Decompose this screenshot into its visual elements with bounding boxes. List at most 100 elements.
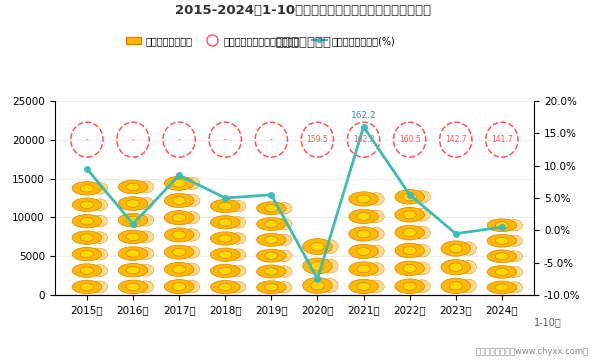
Ellipse shape [322,279,338,292]
Ellipse shape [172,265,186,273]
Ellipse shape [80,267,93,274]
Ellipse shape [118,230,148,244]
Ellipse shape [183,246,200,258]
Ellipse shape [172,248,186,256]
Ellipse shape [349,262,378,276]
Ellipse shape [91,281,107,293]
Ellipse shape [368,245,384,258]
Ellipse shape [395,207,424,222]
Ellipse shape [219,267,232,275]
Ellipse shape [137,248,154,260]
Text: 1-10月: 1-10月 [534,318,562,328]
Ellipse shape [395,243,424,258]
Ellipse shape [126,233,140,240]
Ellipse shape [72,247,101,261]
Ellipse shape [118,264,148,277]
Ellipse shape [229,216,246,228]
Ellipse shape [211,232,240,245]
Ellipse shape [72,231,101,244]
Ellipse shape [72,215,101,228]
Ellipse shape [257,281,286,294]
Ellipse shape [357,230,370,238]
Ellipse shape [357,265,370,273]
Ellipse shape [506,266,523,278]
Legend: 营业收入（亿元）, 平均用工人数累计値（万人）, 营业收入累计增长(%): 营业收入（亿元）, 平均用工人数累计値（万人）, 营业收入累计增长(%) [123,32,399,50]
Ellipse shape [265,268,278,275]
Ellipse shape [183,229,200,241]
Ellipse shape [265,220,278,228]
Ellipse shape [118,280,148,294]
Ellipse shape [395,189,424,204]
Ellipse shape [414,226,430,239]
Ellipse shape [403,247,416,255]
Ellipse shape [164,193,194,208]
Text: 160.5: 160.5 [399,135,421,144]
Ellipse shape [211,280,240,294]
Ellipse shape [322,240,338,253]
Ellipse shape [137,198,154,210]
Ellipse shape [172,197,186,204]
Ellipse shape [414,262,430,275]
Ellipse shape [118,247,148,260]
Ellipse shape [118,180,148,194]
Ellipse shape [257,233,286,246]
Ellipse shape [80,217,93,225]
Ellipse shape [276,234,292,246]
Text: 141.7: 141.7 [491,135,513,144]
Ellipse shape [137,281,154,293]
Ellipse shape [91,215,107,227]
Ellipse shape [368,228,384,240]
Ellipse shape [303,258,332,274]
Ellipse shape [349,192,378,206]
Ellipse shape [126,266,140,274]
Ellipse shape [403,282,416,290]
Ellipse shape [487,265,517,278]
Ellipse shape [368,210,384,223]
Text: -: - [224,135,226,144]
Ellipse shape [183,177,200,189]
Ellipse shape [506,251,523,262]
Ellipse shape [164,228,194,242]
Ellipse shape [487,219,517,231]
Ellipse shape [137,214,154,226]
Text: 142.7: 142.7 [445,135,467,144]
Ellipse shape [80,201,93,208]
Ellipse shape [91,248,107,260]
Ellipse shape [395,279,424,294]
Ellipse shape [229,233,246,244]
Ellipse shape [311,262,324,270]
Ellipse shape [211,264,240,278]
Ellipse shape [395,225,424,240]
Text: 162.2: 162.2 [351,111,376,120]
Ellipse shape [172,283,186,291]
Ellipse shape [164,245,194,259]
Text: -: - [178,135,180,144]
Ellipse shape [164,262,194,276]
Ellipse shape [449,263,463,271]
Ellipse shape [506,235,523,246]
Ellipse shape [211,248,240,261]
Ellipse shape [164,279,194,294]
Ellipse shape [322,259,338,273]
Ellipse shape [495,237,509,244]
Ellipse shape [441,278,470,293]
Ellipse shape [137,181,154,193]
Ellipse shape [495,222,509,229]
Ellipse shape [72,181,101,195]
Ellipse shape [183,263,200,275]
Ellipse shape [118,213,148,227]
Ellipse shape [403,264,416,273]
Ellipse shape [403,193,416,201]
Ellipse shape [368,263,384,275]
Text: 2015-2024年1-10月文教、工美、体育和娱乐用品制造业: 2015-2024年1-10月文教、工美、体育和娱乐用品制造业 [175,4,432,17]
Ellipse shape [414,244,430,257]
Ellipse shape [349,279,378,294]
Ellipse shape [91,199,107,211]
Ellipse shape [183,212,200,224]
Ellipse shape [219,251,232,258]
Ellipse shape [311,281,324,290]
Ellipse shape [349,227,378,241]
Ellipse shape [219,219,232,226]
Ellipse shape [449,244,463,253]
Ellipse shape [137,231,154,243]
